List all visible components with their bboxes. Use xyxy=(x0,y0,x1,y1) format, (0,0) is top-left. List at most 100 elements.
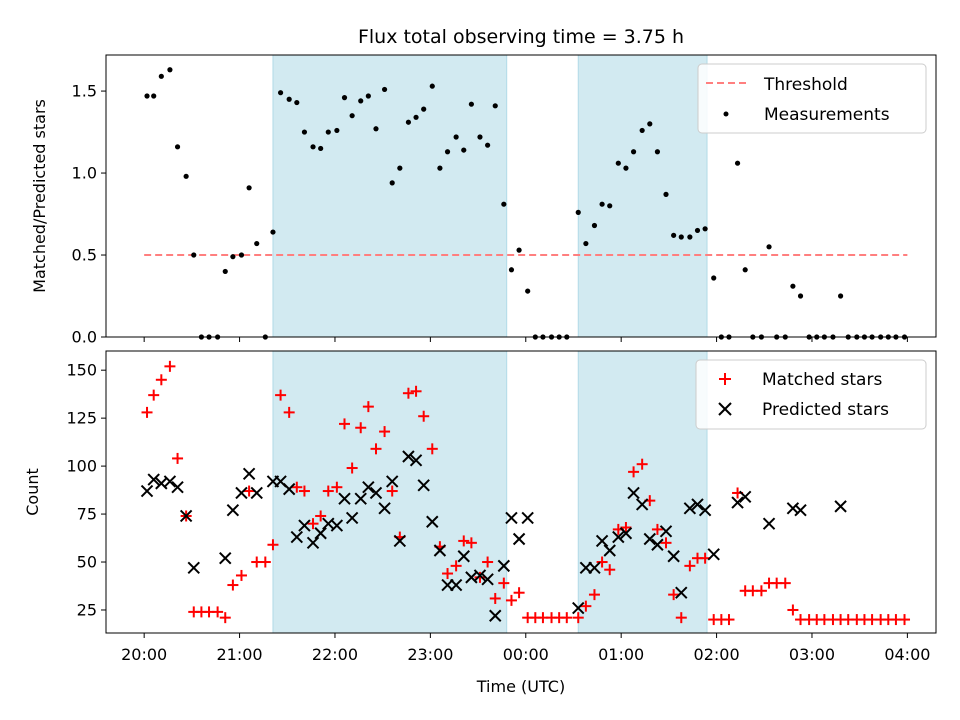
predicted-star-stroke xyxy=(762,517,776,530)
predicted-star-point xyxy=(731,496,744,509)
predicted-star-point xyxy=(369,486,383,500)
predicted-star-point xyxy=(786,502,800,515)
matched-star-point xyxy=(307,518,319,530)
predicted-star-point xyxy=(298,519,311,532)
bottom-y-ticks: 25 50 75 100 125 150 xyxy=(66,361,106,619)
measurement-point xyxy=(429,83,435,89)
matched-star-point xyxy=(588,589,600,601)
bottom-legend-box xyxy=(695,359,927,430)
matched-star-point xyxy=(418,410,430,422)
measurement-point xyxy=(508,267,515,273)
matched-star-point xyxy=(275,389,287,401)
matched-star-point xyxy=(489,592,501,604)
predicted-star-stroke xyxy=(314,527,327,540)
predicted-star-stroke xyxy=(588,561,601,574)
bottom-axes-frame xyxy=(105,350,937,634)
predicted-star-stroke xyxy=(147,473,160,486)
matched-star-point xyxy=(442,568,454,580)
measurement-point xyxy=(294,99,300,106)
matched-star-point xyxy=(458,535,470,547)
legend-predicted-swatch xyxy=(718,402,732,416)
measurement-point xyxy=(191,252,197,258)
matched-star-point xyxy=(482,556,494,568)
matched-star-point xyxy=(370,443,382,455)
matched-star-point xyxy=(787,604,799,616)
predicted-star-stroke xyxy=(282,482,296,496)
measurement-point xyxy=(742,267,748,273)
predicted-star-stroke xyxy=(369,486,383,500)
predicted-star-stroke xyxy=(417,479,430,492)
matched-star-point xyxy=(450,560,462,572)
chart-title: Flux total observing time = 3.75 h xyxy=(358,26,684,48)
matched-star-point xyxy=(628,466,640,478)
bottom-shaded-regions xyxy=(272,350,708,634)
measurement-point xyxy=(230,254,236,260)
x-tick-label: 01:00 xyxy=(598,645,644,664)
predicted-star-stroke xyxy=(512,532,526,546)
predicted-star-stroke xyxy=(651,538,664,551)
bottom-y-axis-label: Count xyxy=(23,468,42,516)
measurement-point xyxy=(246,185,252,191)
predicted-star-stroke xyxy=(667,550,680,563)
predicted-star-point xyxy=(219,551,232,565)
measurement-point xyxy=(702,226,708,232)
predicted-star-stroke xyxy=(155,477,168,490)
predicted-star-stroke xyxy=(140,484,154,498)
predicted-star-point xyxy=(226,504,240,517)
predicted-star-stroke xyxy=(489,609,502,622)
matched-star-point xyxy=(219,612,231,624)
predicted-star-point xyxy=(378,502,391,515)
predicted-star-point xyxy=(651,538,664,551)
predicted-star-stroke xyxy=(354,492,367,505)
predicted-star-stroke xyxy=(338,492,351,505)
matched-star-point xyxy=(291,481,303,493)
measurement-point xyxy=(325,129,331,135)
measurement-point xyxy=(334,127,340,134)
matched-star-point xyxy=(561,612,573,624)
legend-predicted-label: Predicted stars xyxy=(762,400,889,420)
matched-star-point xyxy=(675,612,687,624)
top-legend-box xyxy=(697,63,927,134)
predicted-star-point xyxy=(505,511,518,525)
predicted-star-stroke xyxy=(250,486,263,500)
matched-star-point xyxy=(572,612,584,624)
predicted-star-stroke xyxy=(330,519,344,532)
predicted-star-stroke xyxy=(683,502,697,515)
predicted-star-point xyxy=(163,475,177,488)
predicted-star-stroke xyxy=(612,530,625,544)
shaded-region xyxy=(577,350,708,634)
top-y-axis-label: Matched/Predicted stars xyxy=(30,99,49,293)
top-panel: 0.0 0.5 1.0 1.5 Flux total observing time =… xyxy=(30,26,937,347)
x-tick-label: 23:00 xyxy=(407,645,453,664)
predicted-star-point xyxy=(409,454,423,467)
measurement-point xyxy=(663,191,669,197)
predicted-star-stroke xyxy=(409,454,423,467)
matched-star-point xyxy=(651,523,663,535)
predicted-star-stroke xyxy=(627,486,640,500)
x-tick-label: 04:00 xyxy=(884,645,930,664)
predicted-star-point xyxy=(834,500,847,513)
measurement-point xyxy=(421,106,427,112)
matched-star-point xyxy=(331,481,343,493)
predicted-star-point xyxy=(635,498,649,511)
matched-star-point xyxy=(212,606,224,618)
top-y-ticks: 0.0 0.5 1.0 1.5 xyxy=(72,82,106,347)
predicted-star-point xyxy=(481,573,494,586)
legend-threshold-label: Threshold xyxy=(763,75,848,95)
predicted-star-stroke xyxy=(738,490,752,504)
predicted-star-point xyxy=(572,601,585,615)
predicted-star-stroke xyxy=(449,578,463,592)
predicted-star-stroke xyxy=(675,586,688,599)
predicted-star-stroke xyxy=(698,504,712,517)
legend-measurements-swatch xyxy=(723,111,729,117)
measurement-point xyxy=(599,201,605,207)
measurement-point xyxy=(381,86,388,93)
legend-measurements-label: Measurements xyxy=(764,105,890,125)
predicted-star-point xyxy=(345,511,359,525)
matched-stars-points xyxy=(141,360,911,626)
measurement-point xyxy=(492,103,498,109)
bottom-legend: Matched stars Predicted stars xyxy=(695,359,927,430)
predicted-star-point xyxy=(512,532,526,546)
measurement-point xyxy=(678,234,684,240)
predicted-star-stroke xyxy=(786,502,800,515)
